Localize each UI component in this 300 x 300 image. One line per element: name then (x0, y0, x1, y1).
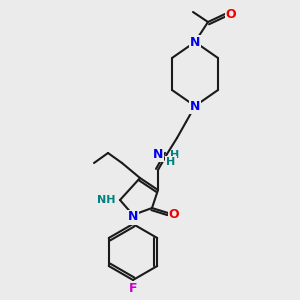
Text: F: F (129, 281, 137, 295)
Text: O: O (169, 208, 179, 220)
Text: N: N (190, 35, 200, 49)
Text: H: H (170, 150, 179, 160)
Text: N: N (153, 148, 163, 160)
Text: N: N (128, 211, 138, 224)
Text: NH: NH (97, 195, 115, 205)
Text: O: O (226, 8, 236, 20)
Text: H: H (167, 157, 176, 167)
Text: N: N (190, 100, 200, 112)
